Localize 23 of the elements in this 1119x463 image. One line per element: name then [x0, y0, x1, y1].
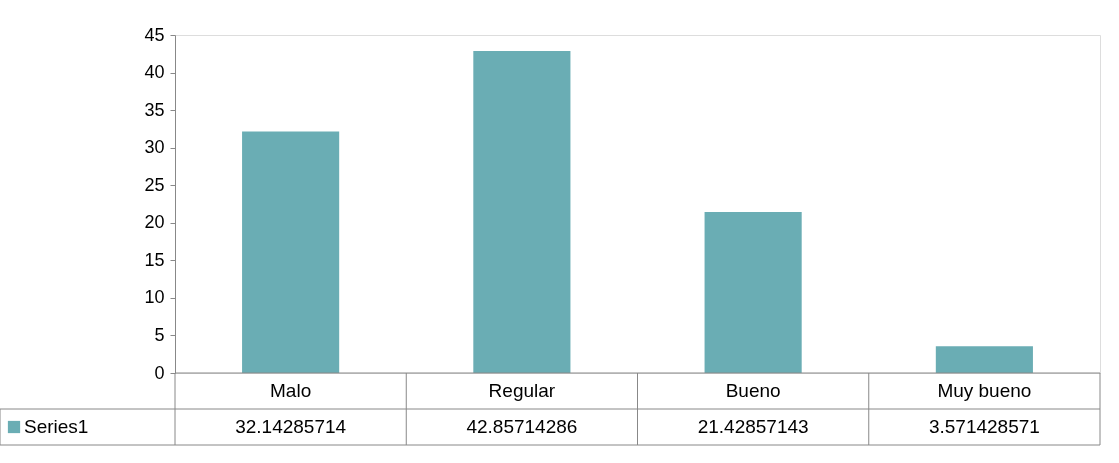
x-tick-label: Bueno [725, 380, 781, 401]
y-tick-label: 0 [154, 362, 165, 383]
data-label: 21.42857143 [697, 416, 809, 437]
data-label: 32.14285714 [235, 416, 347, 437]
y-tick-label: 35 [144, 99, 165, 120]
data-label: 42.85714286 [466, 416, 578, 437]
bar [704, 212, 802, 373]
y-tick-label: 30 [144, 137, 165, 158]
y-tick-label: 10 [144, 287, 165, 308]
y-tick-label: 40 [144, 62, 165, 83]
legend-label: Series1 [24, 416, 89, 437]
x-tick-label: Malo [270, 380, 312, 401]
data-label: 3.571428571 [928, 416, 1040, 437]
bar [473, 51, 571, 373]
x-tick-label: Muy bueno [937, 380, 1032, 401]
y-tick-label: 45 [144, 24, 165, 45]
bar [242, 131, 340, 373]
y-tick-label: 20 [144, 212, 165, 233]
y-tick-label: 25 [144, 174, 165, 195]
bar [935, 346, 1033, 373]
x-tick-label: Regular [488, 380, 556, 401]
y-tick-label: 5 [154, 324, 165, 345]
y-tick-label: 15 [144, 249, 165, 270]
